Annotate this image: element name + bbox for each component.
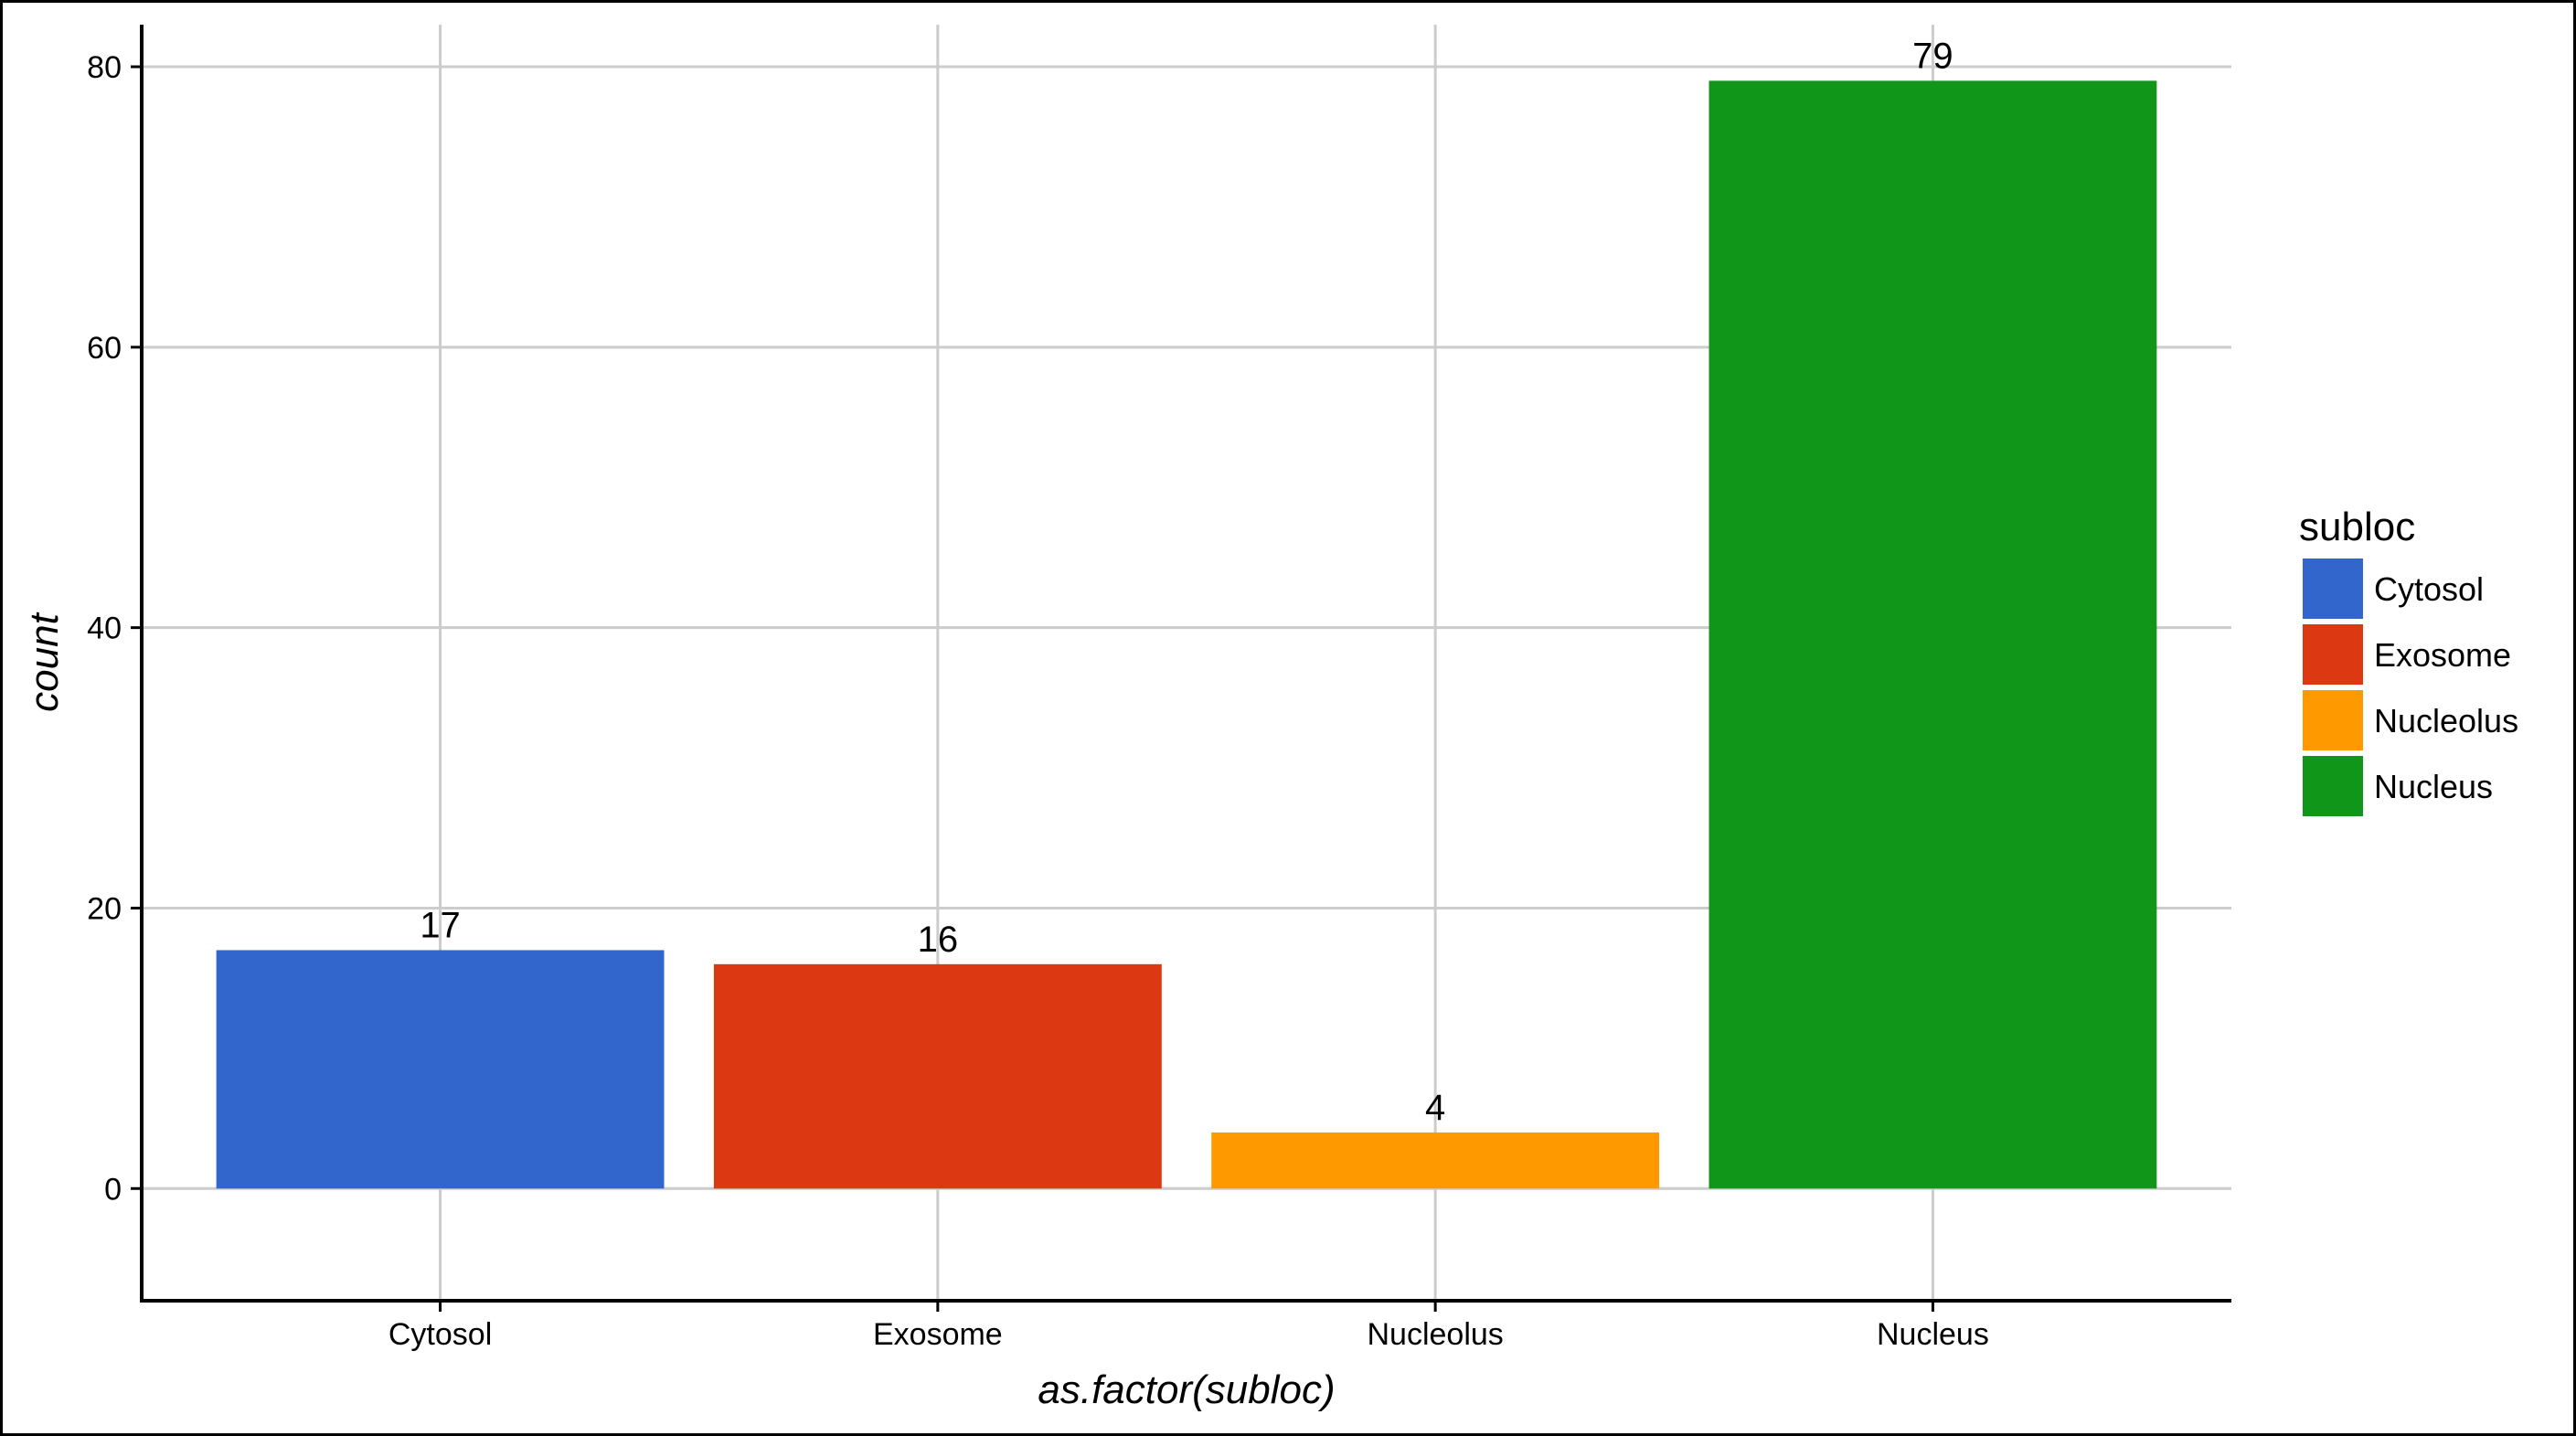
legend-swatch-exosome	[2303, 624, 2363, 685]
data-labels: 17 16 4 79	[420, 36, 1953, 1128]
y-tick-label: 40	[87, 612, 122, 646]
legend-label-nucleus: Nucleus	[2374, 768, 2493, 805]
data-label-nucleus: 79	[1912, 36, 1953, 76]
legend-swatch-nucleolus	[2303, 690, 2363, 750]
y-tick-label: 80	[87, 50, 122, 85]
bars	[216, 80, 2157, 1189]
legend-label-exosome: Exosome	[2374, 636, 2511, 674]
legend-items: Cytosol Exosome Nucleolus Nucleus	[2303, 558, 2518, 816]
axes	[140, 25, 2231, 1303]
y-axis-title: count	[22, 612, 67, 711]
x-axis-title: as.factor(subloc)	[1038, 1367, 1335, 1412]
x-tick-label-nucleolus: Nucleolus	[1367, 1317, 1503, 1352]
x-tick-label-cytosol: Cytosol	[389, 1317, 492, 1352]
legend-swatch-cytosol	[2303, 558, 2363, 619]
data-label-nucleolus: 4	[1425, 1088, 1445, 1128]
legend-swatch-nucleus	[2303, 756, 2363, 816]
x-tick-label-exosome: Exosome	[873, 1317, 1003, 1352]
x-tick-labels: Cytosol Exosome Nucleolus Nucleus	[389, 1317, 1989, 1352]
y-tick-label: 0	[104, 1172, 122, 1207]
bar-nucleus	[1708, 80, 2157, 1189]
bar-cytosol	[216, 950, 665, 1189]
data-label-exosome: 16	[918, 920, 959, 960]
data-label-cytosol: 17	[420, 905, 461, 945]
y-tick-label: 60	[87, 331, 122, 366]
x-tick-label-nucleus: Nucleus	[1877, 1317, 1989, 1352]
bar-exosome	[713, 963, 1162, 1189]
legend-title: subloc	[2299, 505, 2415, 549]
bar-chart: 0 20 40 60 80 Cytosol Exosome Nucleolus Nucleus…	[22, 25, 2518, 1412]
legend: subloc Cytosol Exosome Nucleolus Nucleus	[2299, 505, 2518, 816]
y-tick-label: 20	[87, 891, 122, 926]
y-tick-labels: 0 20 40 60 80	[87, 50, 122, 1207]
legend-label-nucleolus: Nucleolus	[2374, 702, 2518, 739]
legend-label-cytosol: Cytosol	[2374, 570, 2484, 608]
bar-nucleolus	[1211, 1132, 1660, 1189]
